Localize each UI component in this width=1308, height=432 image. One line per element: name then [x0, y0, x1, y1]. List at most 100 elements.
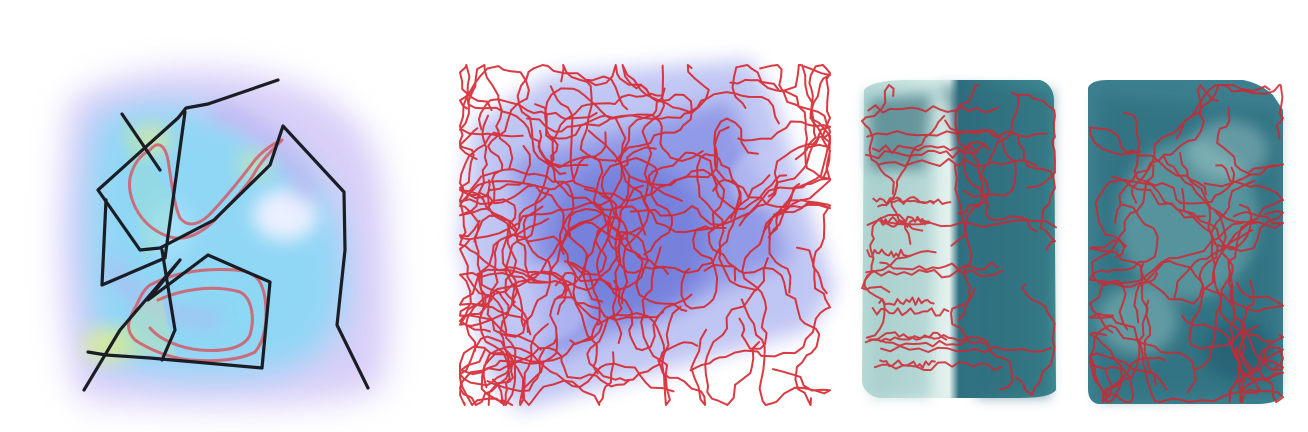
network-strand-15 [501, 131, 607, 333]
dark-path-a [96, 78, 370, 390]
network-strand-48 [640, 246, 682, 406]
slab-figure-left [861, 80, 1057, 398]
network-strand-64 [585, 64, 693, 163]
network-strand-18 [704, 257, 769, 406]
slab-left-trace-15 [871, 144, 991, 154]
dark-path-b [100, 110, 187, 287]
slab-right-trace-22 [1114, 84, 1219, 224]
network-strand-7 [689, 246, 831, 372]
slab-right-trace-11 [1203, 106, 1284, 188]
volume-network-panel [430, 0, 850, 432]
slab-right-trace-10 [1175, 84, 1284, 140]
network-strand-36 [759, 64, 831, 235]
slab-left-trace-28 [878, 296, 935, 306]
slab-left-trace-12 [868, 331, 948, 341]
slab-left-trace-7 [864, 338, 988, 348]
red-traced-paths [127, 138, 284, 363]
slab-right-trace-29 [1214, 210, 1284, 313]
network-strand-52 [621, 64, 780, 125]
slab-red-traces-right [1089, 84, 1284, 403]
slab-right-trace-13 [1089, 126, 1208, 195]
network-strand-66 [482, 345, 675, 393]
slab-left-trace-22 [863, 250, 937, 339]
slab-right-trace-0 [1181, 314, 1284, 403]
slab-right-trace-25 [1089, 203, 1159, 288]
slab-left-trace-33 [953, 164, 973, 322]
network-strand-60 [459, 272, 543, 406]
slab-right-trace-27 [1089, 221, 1244, 334]
slab-left-trace-32 [879, 359, 936, 369]
network-strand-44 [459, 131, 535, 282]
network-strand-21 [465, 270, 664, 352]
slab-right-trace-5 [1089, 352, 1168, 403]
slab-right-trace-14 [1179, 152, 1284, 224]
network-strand-57 [521, 323, 615, 406]
network-strand-55 [459, 214, 519, 327]
network-strand-67 [486, 212, 604, 338]
volume-network-figure [459, 60, 835, 410]
slab-left-trace-23 [879, 215, 926, 226]
slab-left-trace-17 [865, 269, 1004, 279]
network-strand-30 [584, 168, 737, 282]
slab-left-trace-26 [866, 129, 1048, 139]
network-strand-50 [537, 129, 669, 275]
slab-right-trace-23 [1173, 211, 1284, 299]
red-network [459, 64, 831, 406]
dark-polyline [82, 78, 370, 392]
network-strand-69 [459, 201, 647, 241]
dark-path-d [160, 248, 177, 362]
slab-left-trace-1 [1015, 283, 1056, 396]
red-path-upper [128, 138, 284, 240]
slab-left-trace-25 [944, 119, 1017, 198]
dark-path-c [82, 253, 272, 392]
network-strand-68 [548, 114, 727, 234]
slab-figure-right [1088, 80, 1284, 404]
slab-right-trace-26 [1138, 299, 1259, 403]
network-strand-58 [713, 126, 831, 233]
slab-right-trace-24 [1219, 269, 1284, 371]
slab-left-trace-0 [1010, 130, 1056, 251]
network-strand-47 [615, 174, 771, 274]
slab-panel-left [850, 0, 1070, 432]
network-strand-37 [486, 296, 603, 393]
network-strand-10 [729, 78, 831, 198]
network-strand-65 [459, 114, 504, 217]
network-strand-1 [480, 217, 549, 406]
field-paths-figure [59, 69, 390, 407]
slab-left-trace-31 [950, 287, 1014, 391]
slab-left-trace-10 [950, 95, 1020, 247]
slab-right-trace-18 [1089, 324, 1197, 401]
slab-left-trace-3 [877, 198, 952, 208]
shaded-regions [88, 112, 178, 355]
slab-panel-right [1078, 0, 1308, 432]
slab-left-trace-4 [865, 149, 979, 160]
network-strand-62 [647, 151, 788, 211]
slab-left-trace-13 [872, 196, 935, 205]
slab-right-trace-12 [1133, 259, 1248, 341]
network-strand-39 [549, 85, 616, 276]
field-paths-panel [0, 0, 430, 432]
slab-left-trace-27 [873, 361, 1003, 371]
network-strand-19 [680, 178, 742, 310]
slab-left-trace-11 [866, 248, 912, 258]
network-strand-14 [459, 65, 530, 137]
network-strand-38 [459, 271, 569, 351]
network-strand-49 [526, 64, 710, 133]
slab-right-trace-16 [1139, 187, 1219, 305]
slab-right-trace-17 [1089, 312, 1141, 403]
slab-left-trace-8 [879, 261, 999, 271]
network-strand-61 [480, 260, 601, 406]
red-path-lower [127, 268, 268, 363]
network-strand-53 [737, 120, 831, 227]
network-strand-28 [767, 65, 831, 239]
slab-left-trace-30 [879, 334, 969, 343]
slab-left-trace-9 [867, 104, 999, 114]
network-strand-40 [556, 215, 688, 312]
slab-left-trace-2 [861, 213, 912, 293]
slab-left-trace-19 [879, 218, 931, 228]
network-strand-20 [740, 298, 831, 406]
network-strand-54 [621, 64, 665, 305]
slab-left-trace-29 [861, 84, 895, 195]
slab-right-trace-4 [1091, 164, 1155, 331]
network-strand-33 [560, 64, 666, 162]
